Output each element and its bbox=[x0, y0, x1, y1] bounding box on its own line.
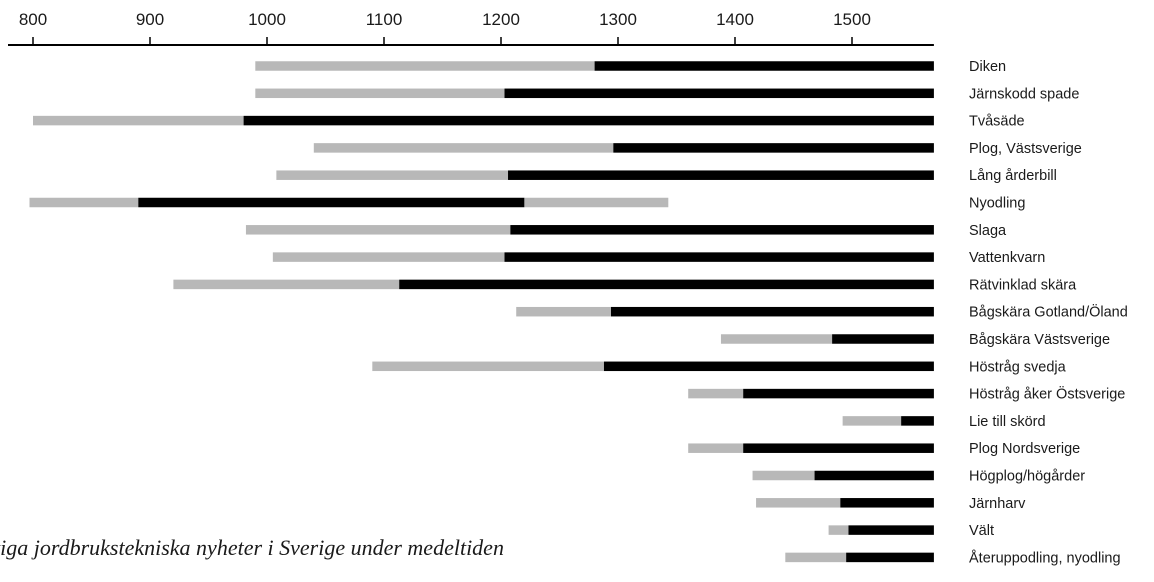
bar-segment-early bbox=[720, 334, 833, 344]
row-label: Plog, Västsverige bbox=[969, 141, 1082, 157]
row-label: Bågskära Gotland/Öland bbox=[969, 303, 1128, 321]
bar-segment-established bbox=[814, 470, 934, 481]
bar-segment-established bbox=[510, 225, 934, 235]
bar-segment-early bbox=[842, 416, 902, 426]
bar-segment-established bbox=[613, 143, 934, 153]
row-label: Höstråg svedja bbox=[969, 359, 1067, 375]
row-label: Järnskodd spade bbox=[969, 86, 1079, 102]
row-label: Bågskära Västsverige bbox=[969, 332, 1110, 348]
x-tick-label: 1000 bbox=[248, 10, 286, 29]
x-tick-label: 1400 bbox=[716, 10, 754, 29]
bar-segment-early bbox=[828, 525, 849, 535]
row-label: Diken bbox=[969, 59, 1006, 75]
row-label: Järnharv bbox=[969, 496, 1026, 512]
bar-segment-established bbox=[610, 306, 934, 317]
bar-segment-established bbox=[399, 279, 934, 290]
row-label: Lie till skörd bbox=[969, 414, 1046, 430]
bar-segment-early bbox=[255, 61, 595, 71]
bar-segment-established bbox=[504, 88, 934, 99]
bar-segment-early bbox=[372, 361, 604, 372]
bar-segment-early bbox=[173, 279, 400, 290]
bar-segment-established bbox=[846, 552, 934, 563]
bar-segment-established bbox=[508, 170, 934, 180]
bar-segment-established bbox=[504, 252, 934, 262]
row-label: Plog Nordsverige bbox=[969, 441, 1080, 457]
row-label: Höstråg åker Östsverige bbox=[969, 385, 1125, 403]
bar-segment-established bbox=[243, 115, 934, 126]
x-tick-label: 800 bbox=[19, 10, 47, 29]
x-tick-label: 1300 bbox=[599, 10, 637, 29]
bar-segment-established bbox=[743, 443, 934, 453]
bar-segment-established bbox=[594, 61, 934, 71]
x-axis: 800 900 1000 1100 1200 1300 1400 1500 bbox=[8, 10, 934, 46]
row-label: Nyodling bbox=[969, 196, 1025, 212]
bar-segment-early bbox=[524, 197, 669, 208]
row-label: Återuppodling, nyodling bbox=[969, 549, 1121, 566]
row-label: Vattenkvarn bbox=[969, 250, 1045, 266]
bar-segment-early bbox=[276, 170, 509, 180]
row-label: Tvåsäde bbox=[969, 114, 1025, 130]
bar-segment-established bbox=[848, 525, 934, 535]
row-label: Vält bbox=[969, 523, 994, 539]
bar-segment-early bbox=[752, 470, 815, 481]
bar-segment-early bbox=[245, 225, 511, 235]
bar-segment-established bbox=[603, 361, 934, 372]
x-tick-label: 1100 bbox=[366, 10, 403, 29]
bar-segment-established bbox=[832, 334, 934, 344]
row-label: Slaga bbox=[969, 223, 1007, 239]
row-label: Lång årderbill bbox=[969, 168, 1057, 184]
bar-segment-early bbox=[33, 115, 244, 126]
bar-segment-early bbox=[313, 143, 614, 153]
row-label: Högplog/högårder bbox=[969, 469, 1085, 485]
row-labels-group: Diken Järnskodd spade Tvåsäde Plog, Västsve… bbox=[969, 59, 1128, 566]
x-tick-label: 1200 bbox=[482, 10, 520, 29]
bar-segment-established bbox=[840, 498, 934, 508]
bar-segment-early bbox=[688, 388, 744, 399]
bar-segment-early bbox=[272, 252, 505, 262]
bar-segment-established bbox=[743, 388, 934, 399]
bar-segment-early bbox=[29, 197, 139, 208]
bar-segment-established bbox=[901, 416, 934, 426]
bar-segment-early bbox=[785, 552, 847, 563]
bars-group bbox=[29, 61, 934, 563]
bar-segment-early bbox=[516, 306, 611, 317]
figure-caption: tiga jordbrukstekniska nyheter i Sverige… bbox=[0, 535, 504, 560]
bar-segment-early bbox=[255, 88, 505, 99]
bar-segment-established bbox=[138, 197, 525, 208]
bar-segment-early bbox=[756, 498, 841, 508]
x-tick-label: 1500 bbox=[833, 10, 871, 29]
x-tick-label: 900 bbox=[136, 10, 164, 29]
bar-segment-early bbox=[688, 443, 744, 453]
row-label: Rätvinklad skära bbox=[969, 277, 1077, 293]
